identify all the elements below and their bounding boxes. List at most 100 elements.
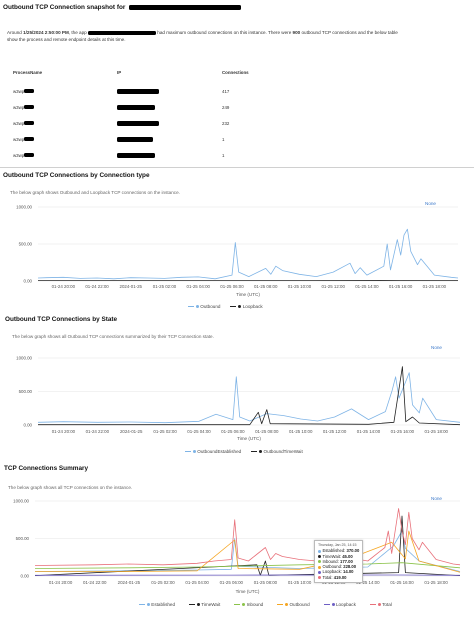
chart2-none-link[interactable]: None (431, 345, 442, 350)
legend-item-outbound[interactable]: Outbound (277, 602, 310, 607)
series-line-outbound (37, 228, 459, 280)
table-row: w3wp 1 (13, 136, 225, 142)
redacted-app-name-2 (87, 30, 156, 36)
y-tick-label: 0.00 (23, 279, 32, 284)
col-header-ip: IP (117, 69, 122, 75)
redacted-process (24, 105, 35, 110)
tooltip-row-established: Established: 370.00 (318, 548, 359, 553)
x-tick-label: 01-25 14:00 (356, 580, 380, 585)
x-tick-label: 01-25 06:00 (220, 580, 244, 585)
snapshot-description: Around 1/25/2024 2:50:00 PM, the app had… (7, 30, 398, 42)
x-tick-label: 01-24 20:00 (52, 284, 76, 289)
x-tick-label: 01-25 04:00 (187, 284, 211, 289)
x-tick-label: 01-25 16:00 (390, 580, 414, 585)
x-tick-label: 01-25 08:00 (254, 284, 278, 289)
tooltip-row-inbound: Inbound: 177.00 (318, 559, 359, 564)
x-tick-label: 01-25 08:00 (255, 429, 279, 434)
chart3-legend: Established TimeWait Inbound Outbound Lo… (139, 602, 392, 607)
redacted-ip (117, 88, 159, 94)
x-tick-label: 01-25 12:00 (323, 429, 347, 434)
x-tick-label: 01-25 14:00 (355, 284, 379, 289)
x-tick-label: 01-25 18:00 (424, 580, 448, 585)
x-tick-label: 01-24 20:00 (52, 429, 76, 434)
series-line-inbound (34, 562, 461, 569)
y-tick-label: 500.00 (19, 242, 33, 247)
chart2-subtitle: The below graph shows all Outbound TCP c… (12, 334, 214, 339)
redacted-process (24, 137, 35, 142)
legend-item-inbound[interactable]: Inbound (234, 602, 263, 607)
x-tick-label: 01-25 04:00 (185, 580, 209, 585)
chart2-title: Outbound TCP Connections by State (5, 316, 118, 323)
chart3-svg: 0.00 500.00 1000.00 01-24 20:00 01-24 22:00 2… (13, 499, 461, 594)
legend-item-total[interactable]: Total (369, 602, 392, 607)
x-axis-label: Time (UTC) (237, 436, 261, 441)
redacted-ip (117, 136, 153, 142)
section-divider (0, 167, 474, 168)
x-tick-label: 01-25 18:00 (423, 284, 447, 289)
x-tick-label: 01-25 06:00 (220, 284, 244, 289)
x-tick-label: 01-25 14:00 (357, 429, 381, 434)
chart1-subtitle: The below graph shows Outbound and Loopb… (10, 190, 180, 195)
redacted-process (24, 153, 35, 158)
x-tick-label: 01-24 22:00 (86, 429, 110, 434)
series-line-outboundestablished (37, 372, 461, 424)
x-tick-label: 01-24 22:00 (85, 284, 109, 289)
y-tick-label: 1000.00 (16, 205, 32, 210)
chart3-none-link[interactable]: None (431, 496, 442, 501)
chart2-svg: 0.00 500.00 1000.00 01-24 20:00 01-24 22:00 2… (16, 356, 461, 441)
y-tick-label: 1000.00 (16, 356, 32, 361)
x-tick-label: 2024-01-25 (118, 580, 141, 585)
tooltip-title: Thursday, Jan 25, 14:15 (318, 543, 357, 547)
legend-item-outbound[interactable]: Outbound (188, 304, 220, 309)
legend-item-loopback[interactable]: Loopback (230, 304, 263, 309)
x-tick-label: 01-25 02:00 (151, 580, 175, 585)
x-tick-label: 01-25 16:00 (391, 429, 415, 434)
table-row: w3wp 249 (13, 104, 230, 110)
chart1-legend: Outbound Loopback (188, 304, 263, 309)
table-row: w3wp 417 (13, 88, 230, 94)
x-axis-label: Time (UTC) (236, 589, 260, 594)
x-tick-label: 01-24 20:00 (49, 580, 73, 585)
chart1-none-link[interactable]: None (425, 201, 436, 206)
x-tick-label: 01-25 06:00 (221, 429, 245, 434)
redacted-ip (117, 104, 155, 110)
chart3-tooltip: Thursday, Jan 25, 14:15 Established: 370… (314, 540, 364, 584)
col-header-processname: ProcessName (13, 69, 43, 75)
x-tick-label: 01-25 02:00 (153, 429, 177, 434)
x-tick-label: 01-25 04:00 (187, 429, 211, 434)
chart3-section: TCP Connections Summary The below graph … (0, 462, 474, 632)
chart1-title: Outbound TCP Connections by Connection t… (3, 172, 150, 179)
redacted-app-name (129, 4, 242, 10)
x-tick-label: 01-25 18:00 (425, 429, 449, 434)
legend-item-outbound-timewait[interactable]: OutboundTimeWait (251, 449, 303, 454)
x-tick-label: 01-25 12:00 (321, 284, 345, 289)
y-tick-label: 500.00 (16, 536, 30, 541)
series-line-outboundtimewait (38, 366, 461, 426)
y-tick-label: 0.00 (20, 574, 29, 579)
y-tick-label: 1000.00 (13, 499, 29, 504)
x-tick-label: 01-25 16:00 (389, 284, 413, 289)
x-tick-label: 01-25 02:00 (153, 284, 177, 289)
x-tick-label: 01-25 10:00 (288, 284, 312, 289)
legend-item-outbound-established[interactable]: OutboundEstablished (185, 449, 241, 454)
x-tick-label: 01-25 08:00 (254, 580, 278, 585)
chart2-section: Outbound TCP Connections by State The be… (0, 312, 474, 462)
tooltip-row-outbound: Outbound: 228.00 (318, 564, 359, 569)
table-header-row: ProcessName IP Connections (13, 61, 282, 83)
legend-item-loopback[interactable]: Loopback (323, 602, 356, 607)
redacted-ip (117, 152, 155, 158)
snapshot-title: Outbound TCP Connection snapshot for (3, 4, 242, 11)
redacted-ip (117, 120, 159, 126)
chart3-subtitle: The below graph shows all TCP connection… (8, 485, 133, 490)
legend-item-established[interactable]: Established (139, 602, 175, 607)
chart1-svg: 0.00 500.00 1000.00 01-24 20:00 01-24 22:00 2… (16, 205, 459, 297)
x-tick-label: 01-25 10:00 (289, 429, 313, 434)
redacted-process (24, 121, 35, 126)
table-row: w3wp 232 (13, 120, 230, 126)
tooltip-row-total: Total: 419.00 (318, 575, 359, 580)
x-tick-label: 2024-01-25 (120, 429, 143, 434)
series-line-total (34, 508, 461, 566)
legend-item-timewait[interactable]: TimeWait (189, 602, 220, 607)
snapshot-table: ProcessName IP Connections w3wp 417 w3wp… (13, 61, 282, 163)
x-tick-label: 2024-01-25 (120, 284, 143, 289)
